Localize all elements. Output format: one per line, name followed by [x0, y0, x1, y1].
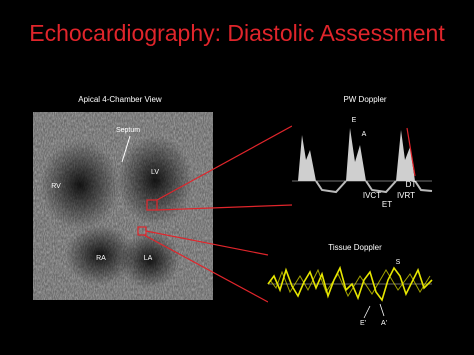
- ivct-label: IVCT: [363, 191, 381, 200]
- septum-label: Septum: [116, 127, 140, 134]
- pw-trace: [292, 118, 433, 206]
- ivrt-label: IVRT: [397, 191, 415, 200]
- tissue-trace: [267, 255, 433, 319]
- pw-label: PW Doppler: [343, 95, 386, 104]
- rv-label: RV: [51, 183, 61, 190]
- s-label: S: [396, 259, 401, 266]
- e-label: E: [352, 117, 357, 124]
- dt-label: DT: [406, 180, 417, 189]
- apical-label: Apical 4-Chamber View: [78, 95, 162, 104]
- e-prime-label: E': [360, 320, 366, 327]
- pw-sample-box: [146, 199, 158, 211]
- apical-image: [33, 112, 213, 300]
- a-label: A: [362, 131, 367, 138]
- connectors: [143, 125, 293, 303]
- et-label: ET: [382, 200, 392, 209]
- septum-pointer: [121, 135, 131, 163]
- a-prime-label: A': [381, 320, 387, 327]
- la-label: LA: [144, 255, 153, 262]
- ra-label: RA: [96, 255, 106, 262]
- title: Echocardiography: Diastolic Assessment: [29, 20, 445, 46]
- lv-label: LV: [151, 169, 159, 176]
- tissue-label: Tissue Doppler: [328, 243, 382, 252]
